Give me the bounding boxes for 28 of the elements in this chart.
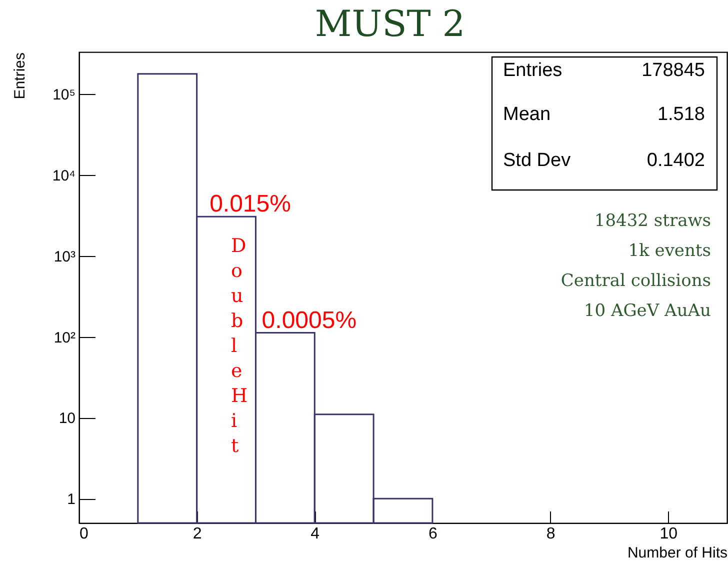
annotation: 10 AGeV AuAu — [584, 301, 712, 321]
x-tick-label: 6 — [428, 526, 438, 542]
annotation: 1k events — [628, 241, 711, 261]
annotation: 0.1402 — [646, 150, 705, 171]
x-axis-title: Number of Hits — [627, 544, 728, 562]
y-tick-label: 10⁵ — [52, 86, 76, 104]
y-tick-label: 10² — [54, 329, 76, 346]
annotation: Mean — [503, 104, 551, 125]
annotation: 0.0005% — [262, 306, 357, 334]
text: Double Hit — [231, 235, 248, 457]
y-tick-label: 10 — [58, 410, 76, 428]
y-tick-label: 1 — [67, 491, 76, 508]
annotation: Std Dev — [503, 150, 572, 171]
annotation: 1.518 — [657, 104, 705, 125]
y-tick-label: 10³ — [54, 248, 76, 266]
annotation: 0.015% — [210, 190, 291, 218]
chart-title: MUST 2 — [314, 4, 466, 45]
annotation: 178845 — [642, 60, 705, 81]
y-axis-title: Entries — [12, 52, 28, 100]
annotation: Central collisions — [560, 271, 711, 291]
x-tick-label: 0 — [80, 526, 88, 542]
annotation: 18432 straws — [594, 211, 711, 231]
x-tick-label: 10 — [660, 526, 678, 542]
x-tick-label: 8 — [546, 526, 556, 542]
y-tick-label: 10⁴ — [52, 167, 76, 184]
x-tick-label: 4 — [310, 526, 320, 542]
x-tick-label: 2 — [192, 526, 202, 542]
annotation: Entries — [503, 60, 562, 81]
